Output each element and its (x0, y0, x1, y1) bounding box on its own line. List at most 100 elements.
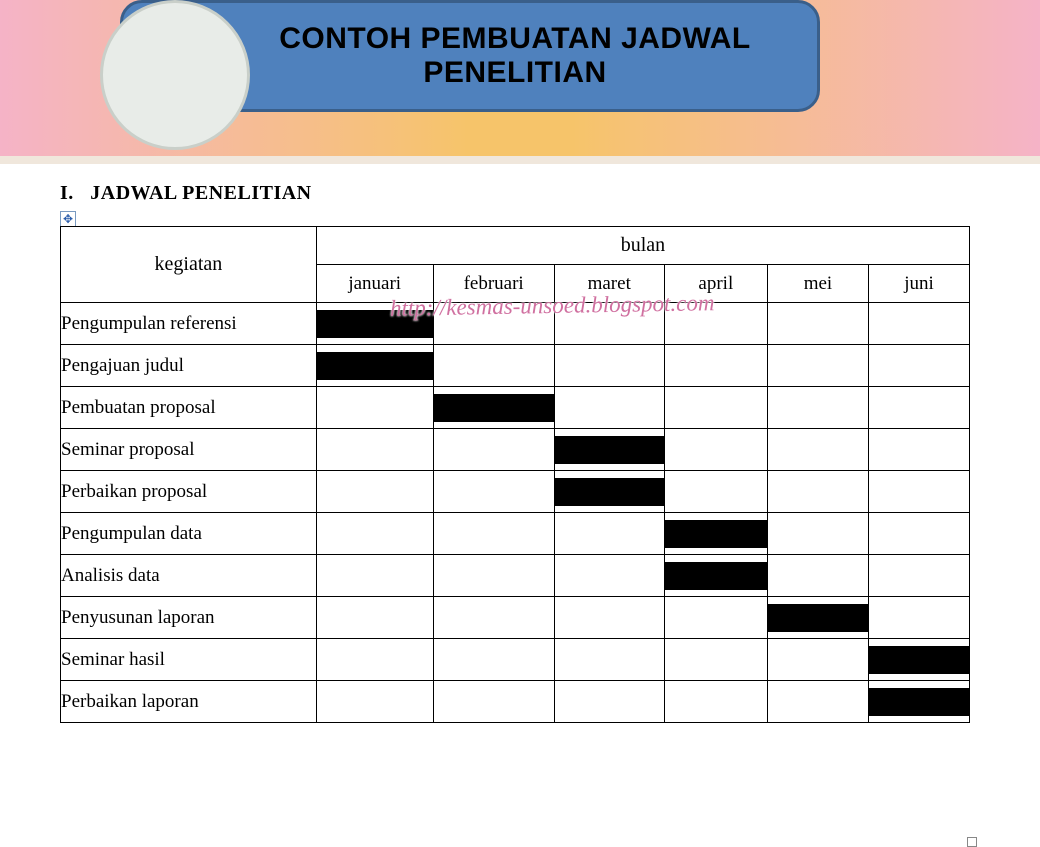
schedule-cell (433, 429, 554, 471)
schedule-cell (767, 681, 868, 723)
schedule-cell (554, 639, 664, 681)
schedule-cell (316, 471, 433, 513)
schedule-cell (868, 681, 969, 723)
schedule-cell (554, 555, 664, 597)
section-heading: I. JADWAL PENELITIAN (60, 182, 990, 205)
schedule-cell (433, 387, 554, 429)
schedule-cell (767, 345, 868, 387)
activity-cell: Penyusunan laporan (61, 597, 317, 639)
top-gradient-band: CONTOH PEMBUATAN JADWAL PENELITIAN (0, 0, 1040, 164)
schedule-cell (316, 513, 433, 555)
filled-block (555, 478, 664, 506)
col-header-activity: kegiatan (61, 227, 317, 303)
col-header-month: juni (868, 265, 969, 303)
schedule-cell (664, 387, 767, 429)
schedule-cell (664, 597, 767, 639)
table-move-handle-icon[interactable]: ✥ (60, 211, 76, 227)
table-row: Pengajuan judul (61, 345, 970, 387)
page-title: CONTOH PEMBUATAN JADWAL PENELITIAN (279, 22, 751, 91)
schedule-cell (767, 555, 868, 597)
schedule-cell (316, 345, 433, 387)
table-row: Analisis data (61, 555, 970, 597)
decorative-circle (100, 0, 250, 150)
title-line-2: PENELITIAN (423, 56, 606, 89)
schedule-cell (767, 387, 868, 429)
schedule-cell (316, 597, 433, 639)
schedule-cell (316, 387, 433, 429)
schedule-cell (554, 597, 664, 639)
schedule-cell (664, 639, 767, 681)
schedule-cell (868, 471, 969, 513)
content-area: I. JADWAL PENELITIAN ✥ kegiatan bulan ja… (0, 164, 1040, 723)
table-row: Seminar hasil (61, 639, 970, 681)
col-header-month: april (664, 265, 767, 303)
table-row: Seminar proposal (61, 429, 970, 471)
schedule-cell (664, 429, 767, 471)
table-row: Perbaikan laporan (61, 681, 970, 723)
section-numeral: I. (60, 182, 74, 204)
filled-block (317, 352, 433, 380)
schedule-cell (433, 303, 554, 345)
schedule-cell (554, 429, 664, 471)
schedule-cell (554, 345, 664, 387)
filled-block (555, 436, 664, 464)
filled-block (665, 520, 767, 548)
activity-cell: Seminar proposal (61, 429, 317, 471)
activity-cell: Pengumpulan referensi (61, 303, 317, 345)
activity-cell: Pembuatan proposal (61, 387, 317, 429)
schedule-cell (767, 429, 868, 471)
schedule-cell (316, 555, 433, 597)
filled-block (665, 562, 767, 590)
col-header-month: mei (767, 265, 868, 303)
schedule-cell (554, 681, 664, 723)
filled-block (317, 310, 433, 338)
schedule-cell (767, 471, 868, 513)
schedule-cell (664, 681, 767, 723)
activity-cell: Pengumpulan data (61, 513, 317, 555)
activity-cell: Perbaikan proposal (61, 471, 317, 513)
schedule-cell (664, 303, 767, 345)
schedule-table: kegiatan bulan januarifebruarimaretapril… (60, 226, 970, 723)
schedule-cell (868, 303, 969, 345)
schedule-cell (433, 597, 554, 639)
schedule-cell (316, 681, 433, 723)
schedule-cell (316, 639, 433, 681)
schedule-cell (316, 429, 433, 471)
schedule-cell (868, 597, 969, 639)
table-row: Penyusunan laporan (61, 597, 970, 639)
filled-block (434, 394, 554, 422)
schedule-cell (554, 303, 664, 345)
schedule-cell (767, 597, 868, 639)
schedule-cell (664, 345, 767, 387)
schedule-cell (868, 429, 969, 471)
schedule-cell (868, 387, 969, 429)
schedule-cell (433, 555, 554, 597)
table-row: Pengumpulan referensi (61, 303, 970, 345)
band-bottom-strip (0, 156, 1040, 164)
table-resize-handle-icon[interactable] (967, 837, 977, 847)
schedule-cell (433, 681, 554, 723)
col-header-months-group: bulan (316, 227, 969, 265)
section-title: JADWAL PENELITIAN (90, 182, 311, 204)
schedule-cell (664, 513, 767, 555)
filled-block (768, 604, 868, 632)
filled-block (869, 646, 969, 674)
schedule-cell (554, 387, 664, 429)
schedule-cell (868, 555, 969, 597)
title-line-1: CONTOH PEMBUATAN JADWAL (279, 22, 751, 55)
table-row: Pengumpulan data (61, 513, 970, 555)
schedule-cell (433, 345, 554, 387)
table-header-row-1: kegiatan bulan (61, 227, 970, 265)
activity-cell: Perbaikan laporan (61, 681, 317, 723)
schedule-cell (664, 471, 767, 513)
schedule-cell (433, 513, 554, 555)
schedule-cell (868, 639, 969, 681)
table-row: Perbaikan proposal (61, 471, 970, 513)
schedule-cell (767, 639, 868, 681)
schedule-cell (433, 471, 554, 513)
table-row: Pembuatan proposal (61, 387, 970, 429)
schedule-cell (554, 513, 664, 555)
schedule-cell (316, 303, 433, 345)
activity-cell: Analisis data (61, 555, 317, 597)
schedule-cell (433, 639, 554, 681)
